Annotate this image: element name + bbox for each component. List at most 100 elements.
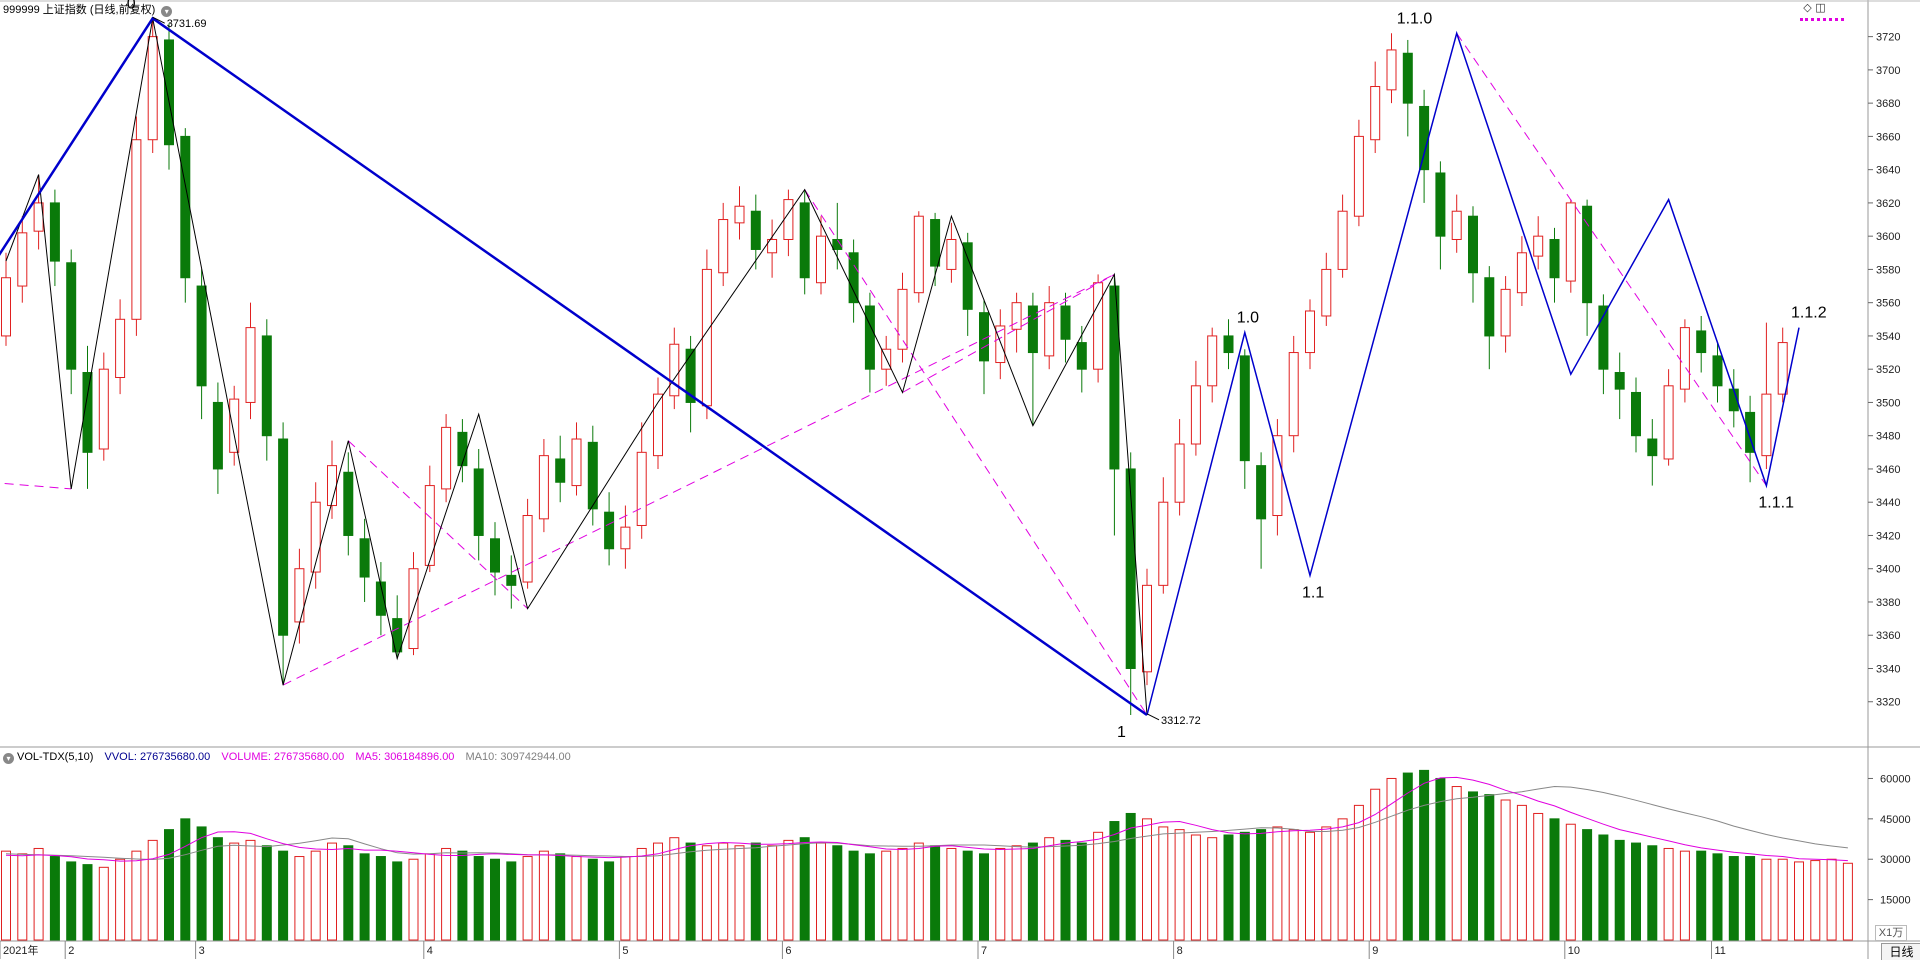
x-tick-label: 10 — [1568, 945, 1580, 957]
highlight-pointer — [1146, 713, 1160, 721]
candle-body — [1500, 288, 1511, 337]
volume-unit-label: X1万 — [1875, 925, 1907, 941]
candle-body — [1060, 305, 1071, 340]
volume-bar — [881, 850, 892, 941]
chevron-down-icon[interactable]: ▾ — [161, 6, 173, 17]
x-tick-label: 11 — [1715, 945, 1726, 957]
volume-bar — [897, 847, 908, 941]
volume-bar — [1598, 834, 1609, 941]
period-selector[interactable]: 日线 — [1881, 943, 1920, 960]
candle-body — [180, 135, 191, 279]
sub-wave-line — [1146, 30, 1800, 716]
volume-bar — [1810, 860, 1821, 941]
candle-body — [196, 285, 207, 387]
volume-bar — [1712, 853, 1723, 941]
candle-body — [261, 335, 272, 437]
candle-body — [1305, 310, 1315, 354]
volume-bar — [343, 845, 354, 941]
candle-body — [1533, 235, 1544, 257]
volume-bar — [701, 845, 712, 941]
volume-bar — [1272, 826, 1283, 941]
volume-bar — [767, 845, 778, 941]
candle-body — [1565, 202, 1576, 282]
volume-bar — [685, 842, 696, 941]
volume-bar — [1794, 861, 1804, 941]
candle-body — [636, 451, 647, 526]
candle-body — [718, 219, 729, 274]
candle-body — [424, 485, 435, 566]
y-tick-label: 3420 — [1876, 530, 1900, 542]
volume-bar — [229, 842, 240, 941]
candle-body — [66, 262, 77, 370]
candle-body — [701, 268, 712, 407]
major-wave-line — [0, 16, 1148, 717]
diamond-icon[interactable]: ◇ — [1803, 2, 1812, 14]
volume-bar — [115, 858, 126, 941]
volume-bar — [359, 853, 370, 941]
x-tick-label: 2021年 — [3, 943, 38, 957]
volume-bar — [457, 850, 468, 941]
channel-line — [0, 482, 72, 490]
y-tick-label: 3720 — [1876, 32, 1900, 44]
minor-wave-line — [5, 18, 1148, 716]
ma5-value: MA5: 306184896.00 — [355, 751, 455, 763]
y-tick-label: 3540 — [1876, 331, 1900, 343]
window-icon[interactable]: ◫ — [1815, 2, 1826, 14]
volume-bar — [392, 861, 403, 941]
candle-body — [1076, 342, 1087, 370]
candle-body — [1663, 385, 1674, 460]
legend-dotted-line — [1800, 18, 1844, 27]
volume-bar — [1060, 839, 1071, 941]
volume-bar — [864, 853, 875, 941]
candle-body — [327, 465, 337, 507]
candle-body — [1, 277, 11, 337]
candle-body — [1321, 268, 1332, 317]
volume-bar — [1223, 834, 1234, 941]
y-tick-label: 3380 — [1876, 597, 1900, 609]
candle-body — [82, 372, 93, 453]
volume-bar — [17, 853, 28, 941]
candle-body — [1190, 385, 1201, 445]
volume-bar — [718, 842, 729, 941]
volume-bar — [66, 861, 77, 941]
candle-body — [1712, 355, 1723, 387]
candle-body — [864, 305, 875, 370]
channel-line — [282, 273, 1115, 686]
volume-bar — [946, 847, 957, 941]
vol-indicator-name: VOL-TDX(5,10) — [17, 751, 94, 763]
y-tick-label: 3500 — [1876, 397, 1900, 409]
x-tick-label: 2 — [68, 945, 74, 957]
candle-body — [1777, 342, 1788, 395]
volume-bar — [196, 826, 207, 941]
volume-bar — [1777, 858, 1788, 941]
candle-body — [229, 398, 240, 453]
channel-line — [902, 273, 1115, 393]
candle-body — [359, 538, 370, 578]
vvol-value: VVOL: 276735680.00 — [104, 751, 211, 763]
candle-body — [1027, 305, 1038, 354]
candle-body — [522, 515, 533, 583]
candle-body — [962, 242, 973, 310]
volume-bar — [1549, 818, 1560, 941]
volume-bar — [245, 839, 256, 941]
x-tick-label: 5 — [622, 945, 628, 957]
volume-bar — [1728, 856, 1739, 941]
candle-body — [604, 511, 615, 550]
chevron-down-icon[interactable]: ▾ — [3, 753, 14, 764]
candle-body — [750, 210, 761, 250]
volume-bar — [1679, 850, 1690, 941]
volume-bar — [1696, 850, 1707, 941]
volume-bar — [587, 858, 598, 941]
volume-bar — [1305, 831, 1315, 941]
candle-body — [1337, 210, 1348, 270]
candle-body — [1272, 435, 1283, 517]
volume-bar — [1402, 772, 1413, 941]
volume-bar — [750, 842, 761, 941]
x-tick-label: 6 — [785, 945, 791, 957]
volume-bar — [294, 856, 305, 941]
volume-bar — [1093, 831, 1104, 941]
volume-bar — [1190, 834, 1201, 941]
x-tick-label: 4 — [427, 945, 433, 957]
volume-bar — [1516, 804, 1527, 941]
vol-y-tick-label: 15000 — [1880, 895, 1911, 907]
